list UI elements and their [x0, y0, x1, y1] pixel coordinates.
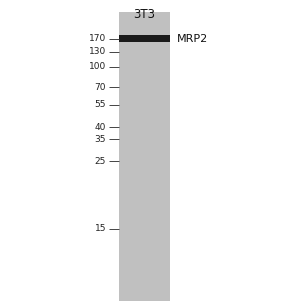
Text: 35: 35 [95, 135, 106, 144]
Text: 130: 130 [89, 47, 106, 56]
Text: 3T3: 3T3 [133, 8, 155, 21]
Text: 70: 70 [95, 83, 106, 92]
Text: 170: 170 [89, 34, 106, 44]
Bar [119, 35, 170, 42]
Text: MRP2: MRP2 [177, 34, 208, 44]
Text: 25: 25 [95, 157, 106, 166]
Text: 100: 100 [89, 62, 106, 72]
Bar [119, 12, 170, 301]
Text: 40: 40 [95, 123, 106, 132]
Text: 55: 55 [95, 100, 106, 110]
Text: 15: 15 [95, 224, 106, 233]
